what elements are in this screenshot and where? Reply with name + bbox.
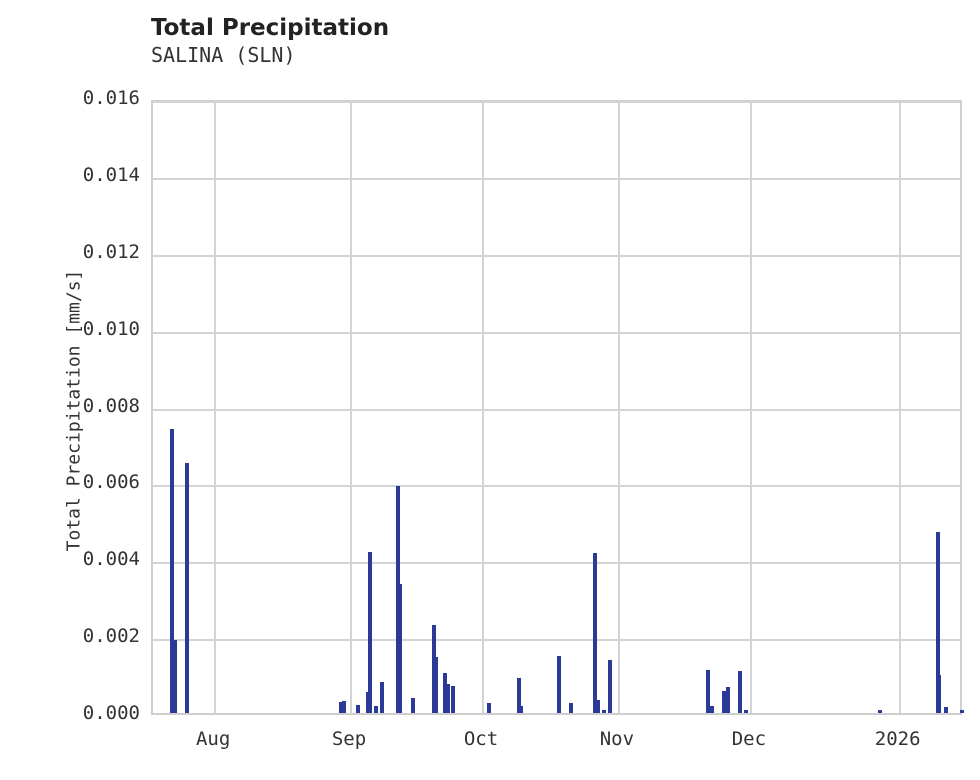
bar — [726, 686, 731, 713]
bar — [172, 639, 177, 713]
plot-area — [151, 100, 965, 715]
bar — [706, 669, 711, 713]
y-tick-label: 0.012 — [82, 240, 140, 263]
y-tick-label: 0.016 — [82, 87, 140, 109]
bar-series — [153, 102, 965, 713]
x-tick-label: Dec — [731, 728, 767, 750]
bar — [431, 625, 436, 713]
bar — [608, 659, 613, 713]
bar — [373, 706, 378, 713]
gridline-horizontal — [153, 639, 960, 642]
gridline-vertical — [481, 102, 484, 713]
y-tick-label: 0.014 — [82, 163, 140, 186]
y-tick-label: 0.008 — [82, 394, 140, 417]
x-tick-label: Aug — [195, 728, 231, 750]
bar — [486, 703, 491, 713]
bar — [433, 656, 438, 713]
y-axis-tick-labels: 0.000 0.002 0.004 0.006 0.008 0.010 0.012 0.014… — [40, 0, 140, 780]
bar — [935, 532, 940, 713]
bar — [936, 674, 941, 713]
bar — [710, 706, 715, 713]
bar — [169, 428, 174, 713]
x-tick-label: Nov — [599, 728, 635, 750]
gridline-horizontal — [153, 331, 960, 334]
gridline-vertical — [898, 102, 901, 713]
bar — [410, 698, 415, 713]
bar — [442, 673, 447, 713]
gridline-horizontal — [153, 101, 960, 103]
bar — [602, 709, 607, 713]
y-tick-label: 0.002 — [82, 625, 140, 648]
gridline-vertical — [749, 102, 752, 713]
page-title: Total Precipitation — [151, 15, 390, 41]
title-block: Total Precipitation SALINA (SLN) — [151, 14, 851, 68]
bar — [518, 706, 523, 713]
x-tick-label: Sep — [331, 728, 367, 750]
gridline-horizontal — [153, 177, 960, 180]
bar — [943, 707, 948, 713]
bar — [557, 656, 562, 713]
y-tick-label: 0.006 — [82, 471, 140, 494]
chart-subtitle: SALINA (SLN) — [151, 43, 296, 67]
bar — [445, 684, 450, 713]
y-tick-label: 0.010 — [82, 317, 140, 340]
bar — [960, 709, 965, 713]
bar — [878, 709, 883, 713]
x-tick-label: Oct — [463, 728, 499, 750]
x-tick-label: 2026 — [874, 728, 921, 750]
gridline-vertical — [350, 102, 353, 713]
bar — [397, 584, 402, 713]
bar — [365, 691, 370, 713]
bar — [342, 701, 347, 713]
bar — [355, 704, 360, 713]
bar — [738, 670, 743, 713]
bar — [379, 682, 384, 713]
gridline-horizontal — [153, 562, 960, 565]
bar — [596, 699, 601, 713]
bar — [593, 553, 598, 713]
bar — [722, 690, 727, 713]
y-tick-label: 0.004 — [82, 548, 140, 571]
bar — [339, 702, 344, 713]
gridline-horizontal — [153, 485, 960, 488]
y-tick-label: 0.000 — [82, 702, 140, 724]
gridline-horizontal — [153, 408, 960, 411]
bar — [367, 551, 372, 713]
bar — [744, 709, 749, 713]
bar — [184, 463, 189, 713]
bar — [450, 686, 455, 713]
bar — [516, 678, 521, 713]
gridline-vertical — [617, 102, 620, 713]
gridline-vertical — [214, 102, 217, 713]
gridline-horizontal — [153, 254, 960, 257]
bar — [569, 703, 574, 713]
